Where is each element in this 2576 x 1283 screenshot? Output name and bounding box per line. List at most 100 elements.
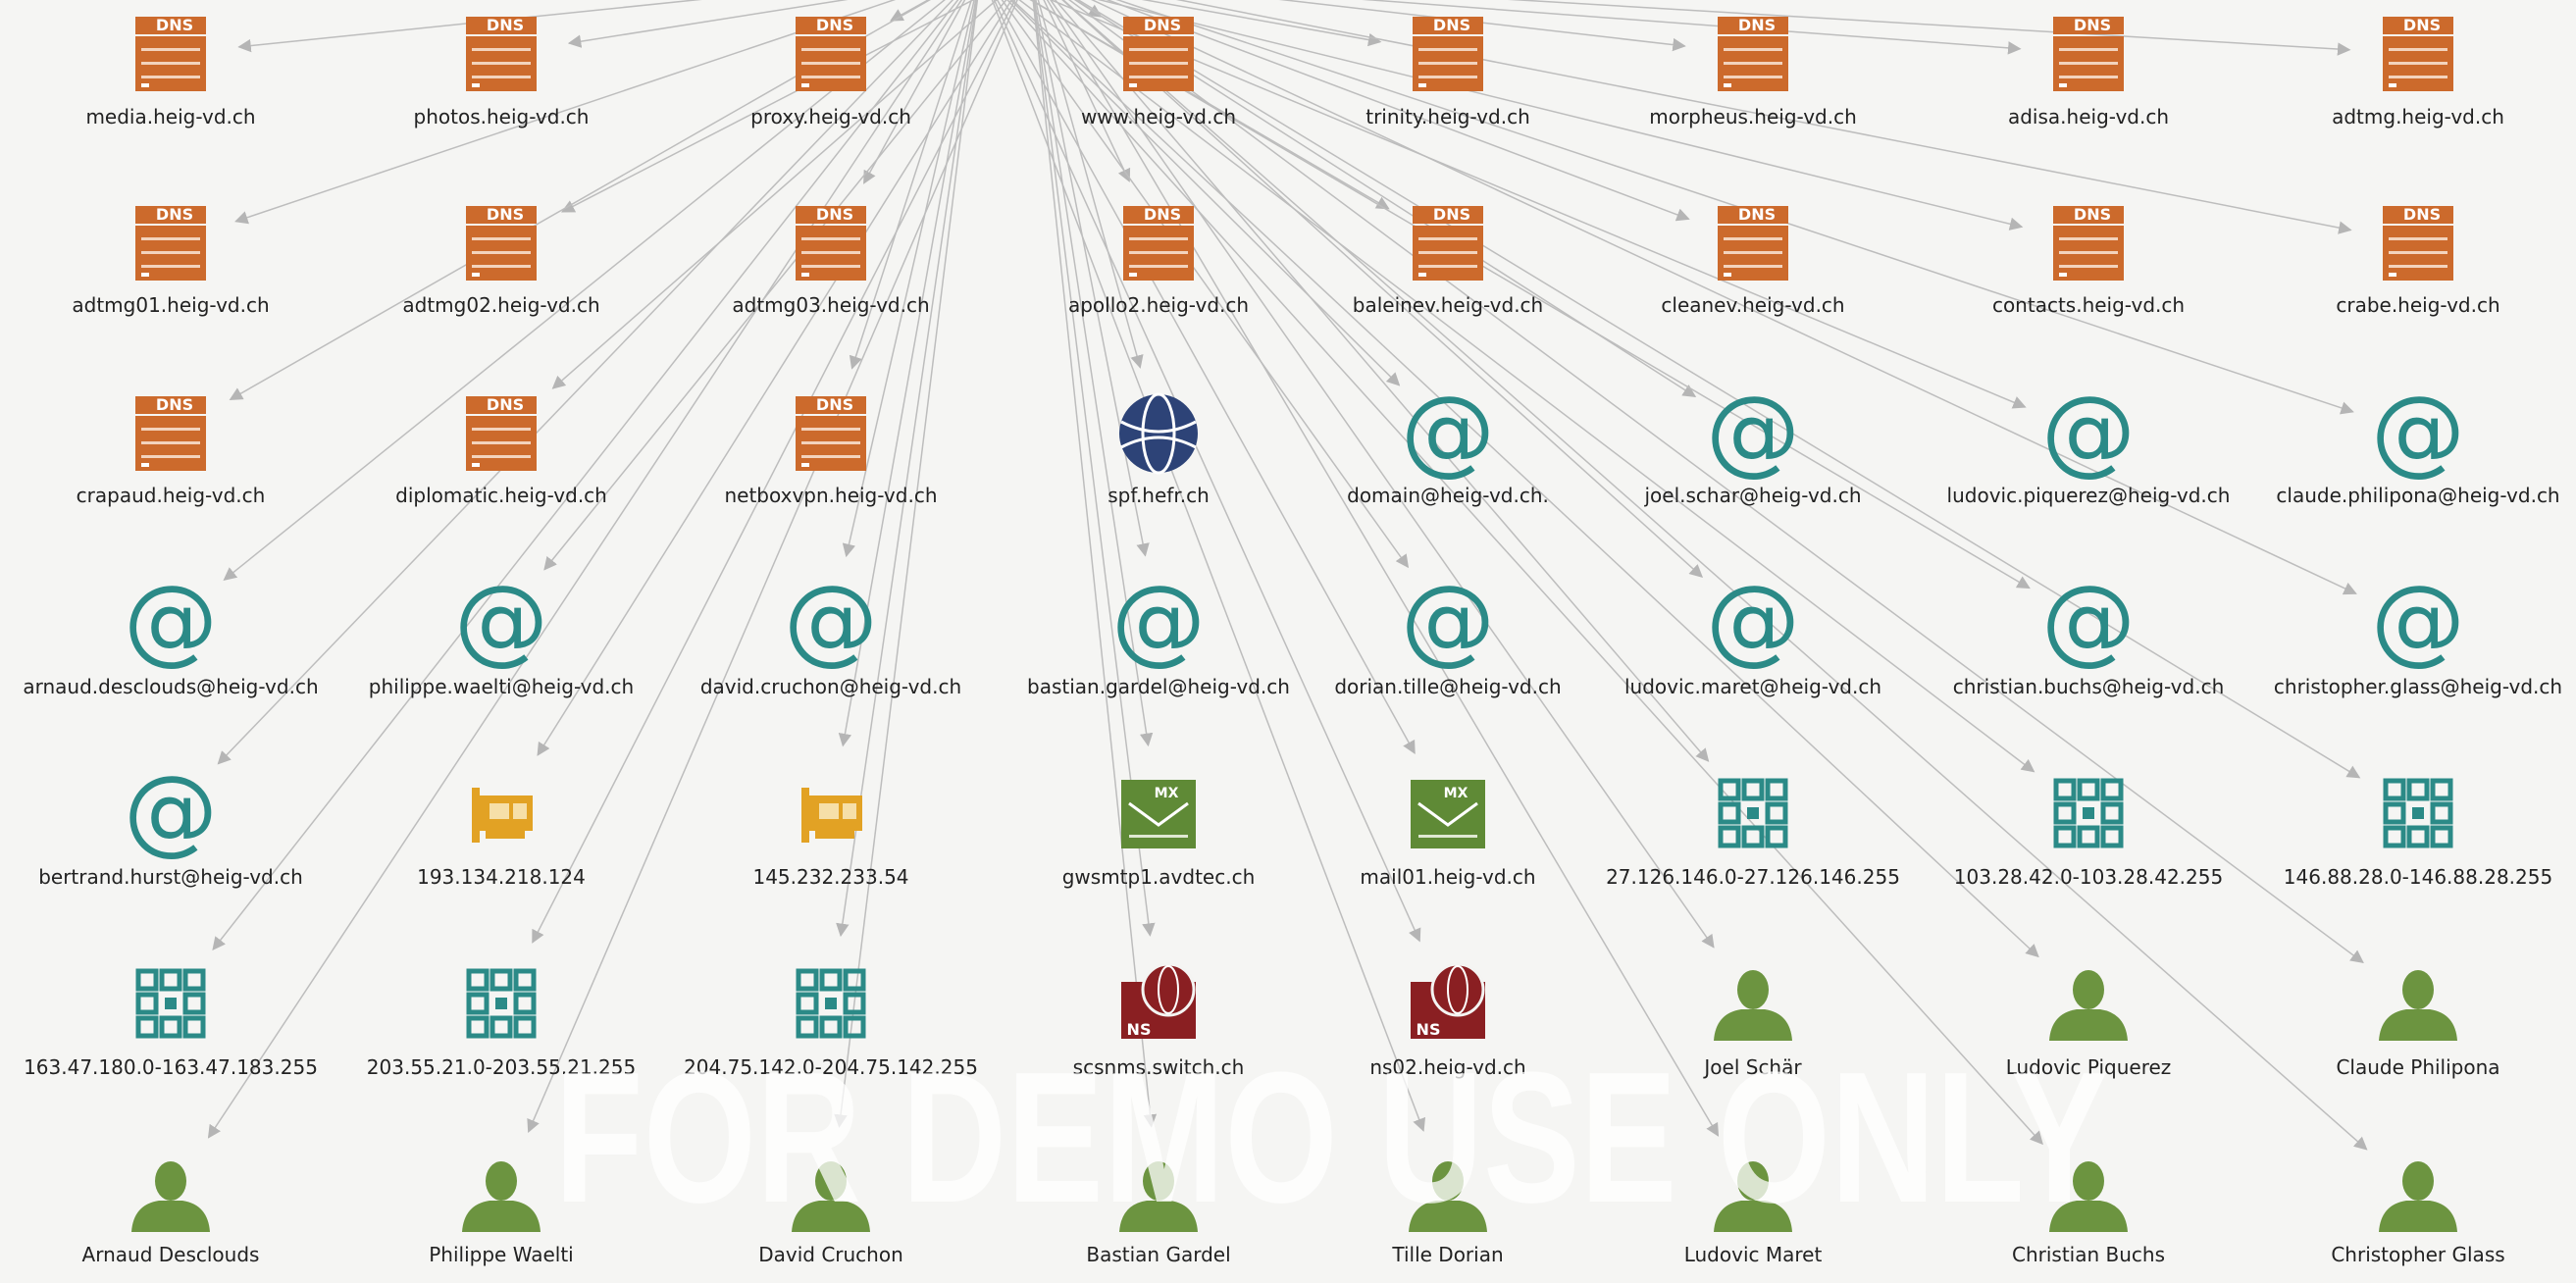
icon-part	[141, 463, 149, 467]
icon-text: DNS	[156, 395, 193, 414]
entity-node[interactable]: @	[1401, 565, 1495, 675]
entity-node[interactable]: DNS	[1413, 16, 1483, 91]
entity-node[interactable]	[135, 968, 206, 1039]
icon-part	[2059, 83, 2067, 87]
edge	[993, 0, 1421, 943]
icon-part	[2053, 801, 2077, 825]
entity-node[interactable]: @	[1706, 376, 1800, 486]
icon-text: DNS	[816, 395, 853, 414]
icon-part	[2430, 801, 2453, 825]
entity-node[interactable]: MX	[1121, 780, 1196, 848]
entity-node[interactable]	[1119, 1161, 1198, 1232]
edge	[1011, 0, 2039, 958]
entity-node[interactable]: DNS	[135, 395, 206, 471]
entity-node[interactable]	[466, 968, 537, 1039]
entity-node[interactable]	[2049, 970, 2128, 1041]
icon-text: DNS	[1433, 16, 1470, 34]
entity-node[interactable]: @	[2371, 376, 2465, 486]
entity-label: Claude Philipona	[2336, 1055, 2499, 1079]
entity-node[interactable]	[2049, 1161, 2128, 1232]
entity-node[interactable]: DNS	[796, 205, 866, 281]
icon-part	[801, 83, 809, 87]
entity-node[interactable]: DNS	[1718, 205, 1788, 281]
entity-label: 103.28.42.0-103.28.42.255	[1954, 865, 2223, 889]
entity-node[interactable]: DNS	[1718, 16, 1788, 91]
entity-node[interactable]: DNS	[466, 205, 537, 281]
icon-part	[1129, 83, 1137, 87]
nodes: DNS media.heig-vd.ch DNS photos.heig-vd.ch D…	[23, 16, 2562, 1266]
entity-node[interactable]: DNS	[1123, 205, 1194, 281]
entity-node[interactable]: MX	[1411, 780, 1485, 848]
entity-node[interactable]	[462, 1161, 541, 1232]
entity-label: christopher.glass@heig-vd.ch	[2274, 675, 2562, 698]
entity-label: morpheus.heig-vd.ch	[1649, 105, 1857, 128]
entity-label: Tille Dorian	[1391, 1243, 1503, 1266]
entity-node[interactable]: DNS	[2053, 16, 2124, 91]
entity-node[interactable]	[1714, 970, 1792, 1041]
entity-node[interactable]	[796, 968, 866, 1039]
entity-label: arnaud.desclouds@heig-vd.ch	[23, 675, 318, 698]
edge	[1009, 0, 1401, 386]
entity-node[interactable]: DNS	[1123, 16, 1194, 91]
entity-node[interactable]: @	[2041, 565, 2136, 675]
entity-node[interactable]: @	[1706, 565, 1800, 675]
entity-node[interactable]: DNS	[466, 395, 537, 471]
entity-node[interactable]: NS	[1411, 962, 1485, 1039]
entity-node[interactable]: DNS	[796, 395, 866, 471]
icon-part	[513, 803, 527, 819]
entity-node[interactable]	[1119, 392, 1198, 475]
entity-node[interactable]: DNS	[466, 16, 537, 91]
entity-node[interactable]: @	[454, 565, 548, 675]
edge	[1035, 0, 1150, 557]
entity-node[interactable]	[1714, 1161, 1792, 1232]
icon-part	[141, 265, 200, 268]
entity-node[interactable]: DNS	[135, 16, 206, 91]
entity-node[interactable]	[792, 1161, 870, 1232]
entity-label: claude.philipona@heig-vd.ch	[2276, 484, 2559, 507]
icon-part	[486, 1161, 517, 1201]
icon-part	[796, 1015, 819, 1039]
icon-part	[796, 396, 866, 414]
entity-node[interactable]	[2379, 970, 2457, 1041]
entity-node[interactable]	[2379, 1161, 2457, 1232]
icon-part	[801, 441, 860, 444]
icon-part	[472, 237, 531, 240]
entity-node[interactable]: @	[1111, 565, 1206, 675]
entity-node[interactable]	[2383, 778, 2453, 848]
icon-part	[2077, 825, 2100, 848]
entity-node[interactable]: @	[784, 565, 878, 675]
entity-label: ludovic.piquerez@heig-vd.ch	[1947, 484, 2231, 507]
entity-node[interactable]: @	[124, 755, 218, 865]
icon-part	[1418, 83, 1426, 87]
entity-node[interactable]: DNS	[2383, 16, 2453, 91]
entity-node[interactable]	[131, 1161, 210, 1232]
entity-node[interactable]	[1718, 778, 1788, 848]
entity-label: photos.heig-vd.ch	[414, 105, 590, 128]
entity-node[interactable]: DNS	[1413, 205, 1483, 281]
entity-node[interactable]: @	[1401, 376, 1495, 486]
entity-node[interactable]	[1409, 1161, 1487, 1232]
entity-node[interactable]	[472, 788, 533, 843]
icon-part	[1718, 206, 1788, 224]
icon-part	[1741, 825, 1765, 848]
icon-part	[141, 237, 200, 240]
entity-node[interactable]	[2053, 778, 2124, 848]
entity-node[interactable]: NS	[1121, 962, 1196, 1039]
entity-node[interactable]: DNS	[796, 16, 866, 91]
icon-part	[1724, 237, 1782, 240]
edge	[1278, 0, 1686, 52]
entity-node[interactable]: DNS	[2053, 205, 2124, 281]
icon-at: @	[1111, 565, 1206, 675]
entity-node[interactable]: DNS	[2383, 205, 2453, 281]
entity-node[interactable]: @	[2041, 376, 2136, 486]
entity-node[interactable]: @	[124, 565, 218, 675]
icon-part	[2389, 48, 2447, 51]
icon-part	[1129, 76, 1188, 78]
entity-node[interactable]	[801, 788, 862, 843]
icon-part	[2383, 825, 2406, 848]
entity-node[interactable]: @	[2371, 565, 2465, 675]
edge	[1054, 0, 1710, 762]
entity-node[interactable]: DNS	[135, 205, 206, 281]
icon-part	[815, 1161, 847, 1201]
icon-part	[2059, 273, 2067, 277]
